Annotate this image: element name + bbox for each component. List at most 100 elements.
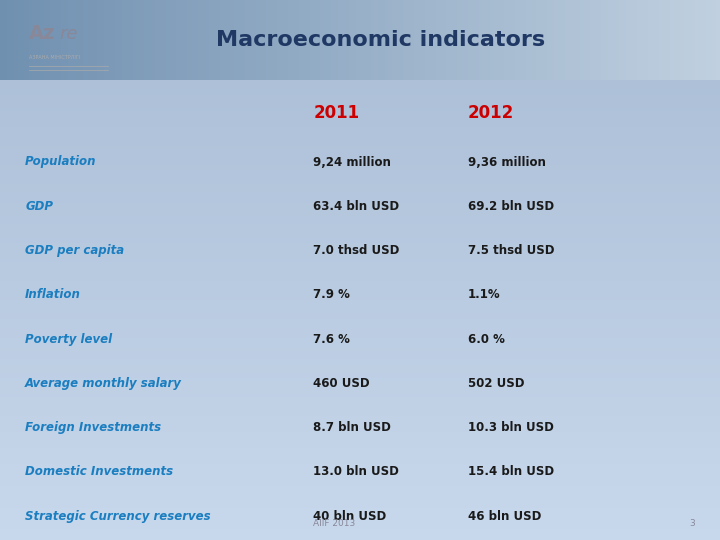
Text: GDP per capita: GDP per capita bbox=[25, 244, 125, 257]
Bar bbox=[0, 273, 720, 275]
Bar bbox=[0, 424, 720, 427]
Bar bbox=[392, 0, 396, 80]
Bar bbox=[572, 0, 576, 80]
Bar bbox=[22, 0, 25, 80]
Bar bbox=[0, 489, 720, 491]
Bar bbox=[493, 0, 497, 80]
Bar bbox=[446, 0, 450, 80]
Bar bbox=[0, 38, 720, 40]
Bar bbox=[0, 405, 720, 408]
Bar bbox=[0, 289, 720, 292]
Bar bbox=[0, 240, 720, 243]
Bar bbox=[90, 0, 94, 80]
Bar bbox=[0, 502, 720, 505]
Bar bbox=[0, 94, 720, 97]
Bar bbox=[0, 3, 720, 5]
Bar bbox=[0, 213, 720, 216]
Bar bbox=[0, 321, 720, 324]
Text: Population: Population bbox=[25, 156, 96, 168]
Bar bbox=[0, 340, 720, 343]
Bar bbox=[0, 470, 720, 472]
Bar bbox=[637, 0, 641, 80]
Bar bbox=[0, 421, 720, 424]
Bar bbox=[680, 0, 684, 80]
Bar bbox=[126, 0, 130, 80]
Bar bbox=[212, 0, 216, 80]
Bar bbox=[0, 140, 720, 143]
Bar bbox=[504, 0, 508, 80]
Bar bbox=[0, 221, 720, 224]
Bar bbox=[0, 243, 720, 246]
Text: 13.0 bln USD: 13.0 bln USD bbox=[313, 465, 399, 478]
Text: 69.2 bln USD: 69.2 bln USD bbox=[468, 200, 554, 213]
Bar bbox=[227, 0, 230, 80]
Bar bbox=[482, 0, 486, 80]
Bar bbox=[619, 0, 623, 80]
Bar bbox=[490, 0, 493, 80]
Bar bbox=[0, 216, 720, 219]
Bar bbox=[648, 0, 652, 80]
Bar bbox=[313, 0, 317, 80]
Bar bbox=[335, 0, 338, 80]
Bar bbox=[0, 49, 720, 51]
Bar bbox=[554, 0, 558, 80]
Bar bbox=[0, 351, 720, 354]
Bar bbox=[0, 59, 720, 62]
Bar bbox=[565, 0, 569, 80]
Bar bbox=[0, 11, 720, 14]
Bar bbox=[364, 0, 367, 80]
Bar bbox=[0, 232, 720, 235]
Bar bbox=[0, 478, 720, 481]
Bar bbox=[0, 24, 720, 27]
Bar bbox=[0, 297, 720, 300]
Bar bbox=[0, 30, 720, 32]
Bar bbox=[0, 454, 720, 456]
Bar bbox=[0, 184, 720, 186]
Bar bbox=[644, 0, 648, 80]
Bar bbox=[652, 0, 655, 80]
Text: 2012: 2012 bbox=[468, 104, 514, 123]
Bar bbox=[677, 0, 680, 80]
Bar bbox=[104, 0, 108, 80]
Text: Inflation: Inflation bbox=[25, 288, 81, 301]
Bar bbox=[0, 510, 720, 513]
Text: 6.0 %: 6.0 % bbox=[468, 333, 505, 346]
Bar bbox=[0, 435, 720, 437]
Bar bbox=[360, 0, 364, 80]
Bar bbox=[443, 0, 446, 80]
Bar bbox=[623, 0, 626, 80]
Bar bbox=[0, 286, 720, 289]
Text: 40 bln USD: 40 bln USD bbox=[313, 510, 387, 523]
Bar bbox=[187, 0, 191, 80]
Bar bbox=[310, 0, 313, 80]
Bar bbox=[0, 167, 720, 170]
Text: 15.4 bln USD: 15.4 bln USD bbox=[468, 465, 554, 478]
Bar bbox=[698, 0, 702, 80]
Bar bbox=[101, 0, 104, 80]
Bar bbox=[191, 0, 194, 80]
Bar bbox=[0, 354, 720, 356]
Text: Average monthly salary: Average monthly salary bbox=[25, 377, 182, 390]
Bar bbox=[0, 521, 720, 524]
Text: 502 USD: 502 USD bbox=[468, 377, 524, 390]
Bar bbox=[0, 446, 720, 448]
Text: Domestic Investments: Domestic Investments bbox=[25, 465, 174, 478]
Bar bbox=[0, 208, 720, 211]
Bar bbox=[0, 370, 720, 373]
Bar bbox=[432, 0, 436, 80]
Text: 1.1%: 1.1% bbox=[468, 288, 500, 301]
Bar bbox=[76, 0, 79, 80]
Bar bbox=[0, 78, 720, 81]
Bar bbox=[0, 518, 720, 521]
Bar bbox=[0, 86, 720, 89]
Bar bbox=[0, 19, 720, 22]
Bar bbox=[0, 68, 720, 70]
Bar bbox=[0, 483, 720, 486]
Bar bbox=[695, 0, 698, 80]
Bar bbox=[0, 100, 720, 103]
Bar bbox=[299, 0, 302, 80]
Bar bbox=[133, 0, 137, 80]
Bar bbox=[713, 0, 716, 80]
Bar bbox=[382, 0, 385, 80]
Bar bbox=[0, 413, 720, 416]
